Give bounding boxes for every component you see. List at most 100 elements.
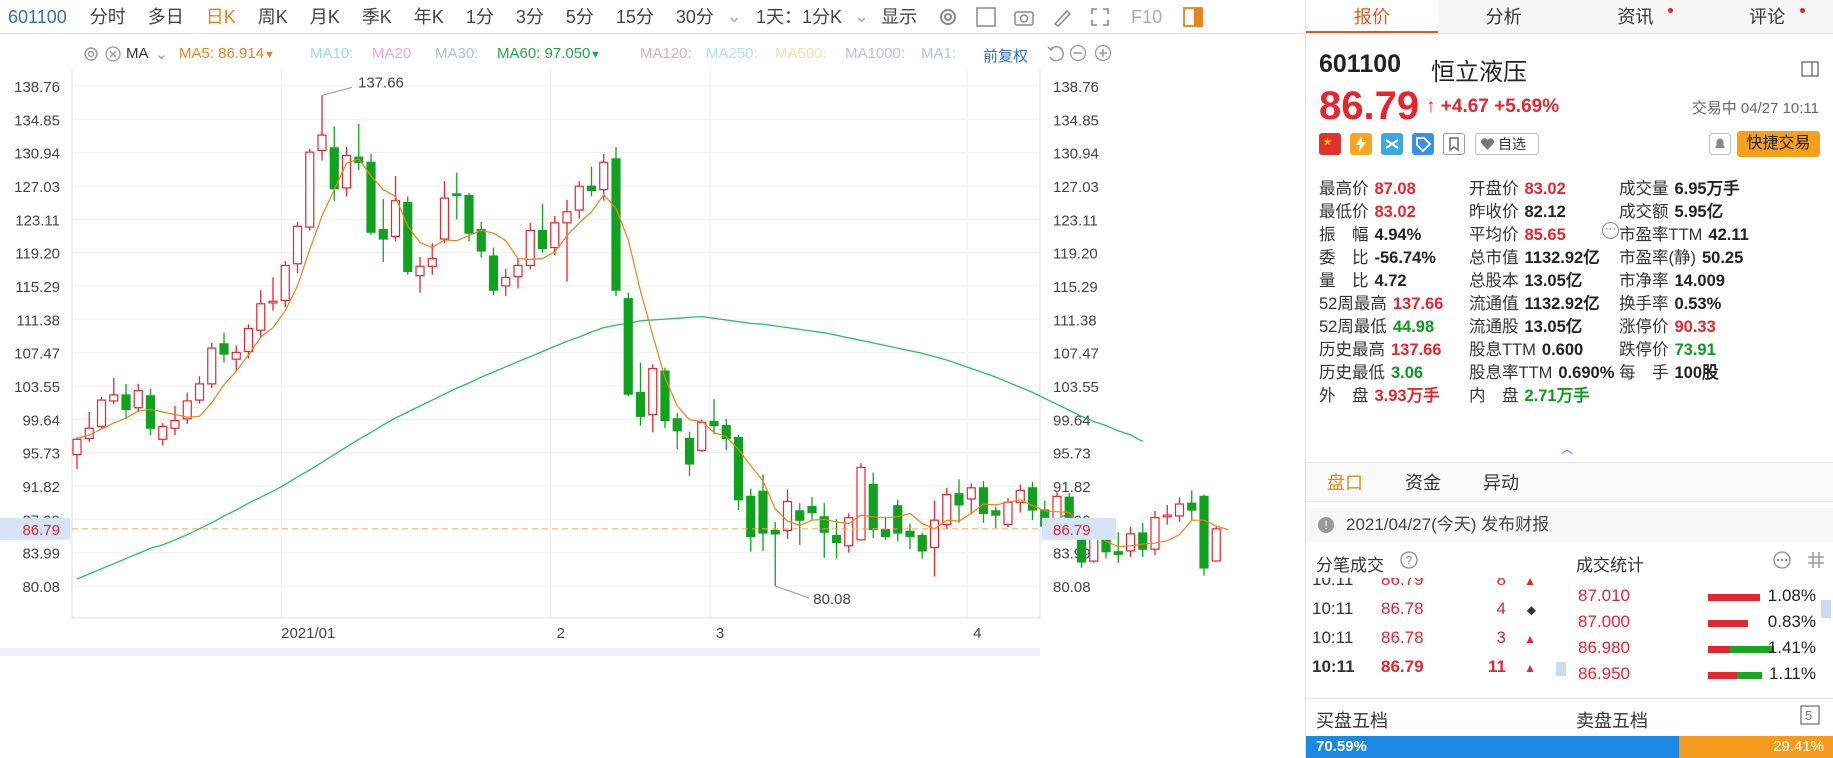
caret-down-icon[interactable]: ▼ <box>590 49 601 61</box>
candle[interactable] <box>1162 504 1172 525</box>
display-menu[interactable]: 显示 <box>881 6 918 27</box>
tab-1[interactable]: 分析 <box>1438 0 1570 33</box>
scrollbar[interactable] <box>1821 600 1831 618</box>
candle[interactable] <box>562 199 572 282</box>
period-tab[interactable]: 季K <box>361 6 392 27</box>
candle[interactable] <box>807 497 817 520</box>
candle[interactable] <box>880 516 891 540</box>
candle[interactable] <box>1113 532 1123 563</box>
candle[interactable] <box>84 412 94 442</box>
chevron-down-icon[interactable]: ⌄ <box>726 6 743 26</box>
candle[interactable] <box>341 147 352 197</box>
candle[interactable] <box>1125 527 1136 557</box>
checkbox-icon[interactable] <box>975 6 997 28</box>
candle[interactable] <box>795 503 805 545</box>
period-tab[interactable]: 月K <box>309 6 340 27</box>
period-tab[interactable]: 3分 <box>515 6 544 27</box>
period-tab[interactable]: 日K <box>205 6 236 27</box>
candle[interactable] <box>145 388 156 436</box>
scrollbar[interactable] <box>1556 662 1566 676</box>
sidebar-toggle-icon[interactable] <box>1801 60 1819 83</box>
candle[interactable] <box>550 216 560 256</box>
period-tab[interactable]: 15分 <box>615 6 654 27</box>
trade-stats-list[interactable]: 87.010 1.08% 87.000 0.83% 86.980 1.41% 86.950 1… <box>1568 582 1833 694</box>
candle[interactable] <box>721 418 731 451</box>
candle[interactable] <box>844 513 854 553</box>
panel-toggle-icon[interactable] <box>1182 6 1204 28</box>
candle[interactable] <box>758 474 768 551</box>
candle[interactable] <box>709 399 719 435</box>
order-book-toggle-icon[interactable]: 5 <box>1800 705 1820 730</box>
adjust-mode[interactable]: 前复权 <box>983 48 1029 65</box>
close-icon[interactable] <box>104 45 122 67</box>
candle[interactable] <box>599 153 609 201</box>
candle[interactable] <box>525 222 535 270</box>
candle[interactable] <box>1211 526 1221 562</box>
settings-icon[interactable] <box>937 6 959 28</box>
scroll-track[interactable] <box>0 648 1040 656</box>
kline-chart[interactable]: 138.76 138.76 134.85 134.85 130.94 130.94 127.… <box>0 70 1305 758</box>
tab-0[interactable]: 报价 <box>1306 0 1438 33</box>
candle[interactable] <box>684 431 695 476</box>
candle[interactable] <box>574 181 584 219</box>
candle[interactable] <box>243 324 254 359</box>
candle[interactable] <box>476 221 486 258</box>
candle[interactable] <box>439 181 450 244</box>
tab-2[interactable]: 资讯 <box>1570 0 1702 33</box>
candle[interactable] <box>868 472 878 539</box>
candle[interactable] <box>72 437 82 470</box>
candle[interactable] <box>427 243 437 275</box>
f10-button[interactable]: F10 <box>1131 6 1163 27</box>
fullscreen-icon[interactable] <box>1089 6 1111 28</box>
candle[interactable] <box>1187 490 1197 521</box>
quick-trade-button[interactable]: 快捷交易 <box>1737 131 1820 157</box>
candle[interactable] <box>133 383 143 413</box>
stock-code[interactable]: 601100 <box>8 6 67 27</box>
candle[interactable] <box>819 503 829 558</box>
candle[interactable] <box>966 483 976 515</box>
candle[interactable] <box>452 172 462 220</box>
subtab-2[interactable]: 异动 <box>1483 473 1519 493</box>
candle[interactable] <box>733 435 744 510</box>
period-tab[interactable]: 周K <box>257 6 288 27</box>
candle[interactable] <box>109 377 119 405</box>
candle[interactable] <box>207 342 217 389</box>
candle[interactable] <box>746 488 756 552</box>
candle[interactable] <box>1199 494 1209 576</box>
china-flag-icon[interactable]: ★ <box>1319 133 1341 155</box>
period-tab[interactable]: 分时 <box>89 6 126 27</box>
candle[interactable] <box>635 362 646 426</box>
candle[interactable] <box>182 392 192 424</box>
interval-select[interactable]: 1天：1分K <box>756 6 843 27</box>
candle[interactable] <box>770 521 780 586</box>
candle[interactable] <box>403 196 413 275</box>
undo-icon[interactable] <box>1045 43 1065 67</box>
candle[interactable] <box>942 487 952 529</box>
candle[interactable] <box>537 204 548 253</box>
pen-icon[interactable] <box>1051 6 1073 28</box>
lightning-icon[interactable] <box>1350 133 1372 155</box>
candle[interactable] <box>648 364 658 433</box>
candle[interactable] <box>586 166 597 197</box>
tag-icon[interactable] <box>1412 133 1434 155</box>
candle[interactable] <box>856 463 866 541</box>
candle[interactable] <box>623 292 633 396</box>
collapse-icon[interactable]: ︿ <box>1561 442 1574 456</box>
period-tab[interactable]: 1分 <box>465 6 494 27</box>
candle[interactable] <box>1027 481 1038 521</box>
candle[interactable] <box>978 481 989 523</box>
candle[interactable] <box>1174 497 1185 522</box>
candle[interactable] <box>170 406 180 436</box>
candle[interactable] <box>893 499 903 542</box>
candle[interactable] <box>390 175 401 242</box>
candle[interactable] <box>611 147 621 297</box>
candle[interactable] <box>317 95 327 161</box>
period-tab[interactable]: 30分 <box>675 6 714 27</box>
candle[interactable] <box>672 412 682 450</box>
candle[interactable] <box>1015 484 1025 513</box>
candle[interactable] <box>96 396 107 430</box>
subtab-0[interactable]: 盘口 <box>1327 473 1363 493</box>
candle[interactable] <box>488 247 499 296</box>
candle[interactable] <box>280 261 290 308</box>
candle[interactable] <box>268 277 278 311</box>
